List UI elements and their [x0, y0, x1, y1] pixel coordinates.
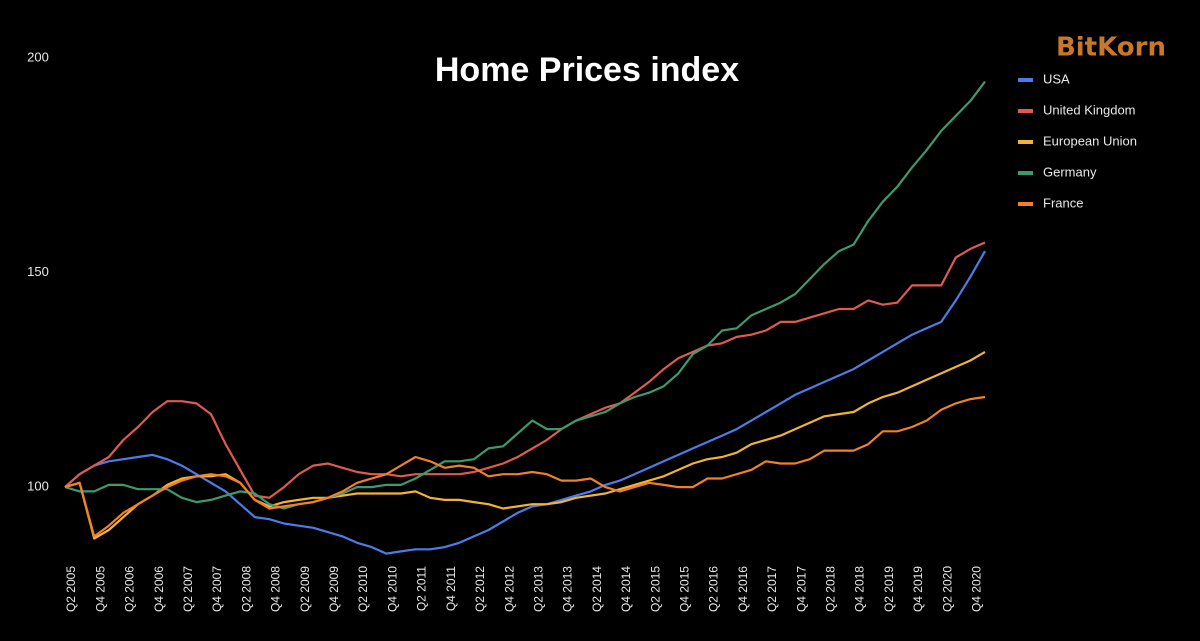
legend-label: European Union [1043, 133, 1137, 148]
x-tick-label: Q2 2016 [707, 566, 721, 612]
x-tick-label: Q2 2010 [356, 566, 370, 612]
x-tick-label: Q4 2009 [327, 566, 341, 612]
x-tick-label: Q4 2012 [502, 566, 516, 612]
x-tick-label: Q4 2006 [152, 566, 166, 612]
y-tick-label: 150 [27, 264, 49, 279]
x-tick-label: Q4 2011 [444, 566, 458, 611]
x-tick-label: Q4 2007 [210, 566, 224, 612]
series-line [64, 395, 986, 538]
series-line [64, 80, 986, 510]
x-tick-label: Q2 2006 [123, 566, 137, 612]
x-tick-label: Q4 2016 [736, 566, 750, 612]
x-tick-label: Q4 2014 [619, 566, 633, 612]
brand-logo: BitKorn [1056, 33, 1166, 63]
series-line [64, 241, 986, 499]
y-tick-label: 100 [27, 478, 49, 493]
x-tick-label: Q2 2015 [648, 566, 662, 612]
series-line [64, 250, 986, 555]
x-tick-label: Q2 2012 [473, 566, 487, 612]
legend-label: USA [1043, 71, 1070, 86]
x-tick-label: Q2 2019 [882, 566, 896, 612]
x-tick-label: Q2 2014 [590, 566, 604, 612]
legend-label: France [1043, 195, 1083, 210]
x-tick-label: Q2 2008 [239, 566, 253, 612]
x-tick-label: Q4 2020 [970, 566, 984, 612]
y-tick-label: 200 [27, 49, 49, 64]
legend-label: United Kingdom [1043, 102, 1136, 117]
x-tick-label: Q4 2019 [911, 566, 925, 612]
x-tick-label: Q2 2018 [824, 566, 838, 612]
x-tick-label: Q4 2005 [93, 566, 107, 612]
x-tick-label: Q4 2015 [678, 566, 692, 612]
x-tick-label: Q4 2013 [561, 566, 575, 612]
x-tick-label: Q2 2011 [415, 566, 429, 611]
x-tick-label: Q4 2008 [269, 566, 283, 612]
chart-title: Home Prices index [435, 51, 739, 89]
x-tick-label: Q2 2020 [940, 566, 954, 612]
x-tick-label: Q2 2009 [298, 566, 312, 612]
x-tick-label: Q2 2007 [181, 566, 195, 612]
x-tick-label: Q2 2013 [531, 566, 545, 612]
x-tick-label: Q4 2010 [385, 566, 399, 612]
x-tick-label: Q2 2005 [64, 566, 78, 612]
x-tick-label: Q2 2017 [765, 566, 779, 612]
x-tick-label: Q4 2017 [794, 566, 808, 612]
legend-label: Germany [1043, 164, 1097, 179]
x-tick-label: Q4 2018 [853, 566, 867, 612]
